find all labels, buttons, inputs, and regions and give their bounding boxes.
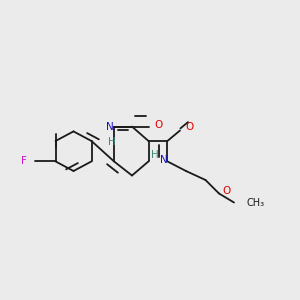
Text: H: H [108, 137, 116, 147]
Text: O: O [185, 122, 193, 133]
Text: H: H [151, 150, 159, 160]
Text: F: F [21, 156, 27, 167]
Text: N: N [160, 155, 168, 165]
Text: O: O [222, 185, 231, 196]
Text: O: O [154, 120, 162, 130]
Text: N: N [106, 122, 114, 132]
Text: CH₃: CH₃ [247, 198, 265, 208]
